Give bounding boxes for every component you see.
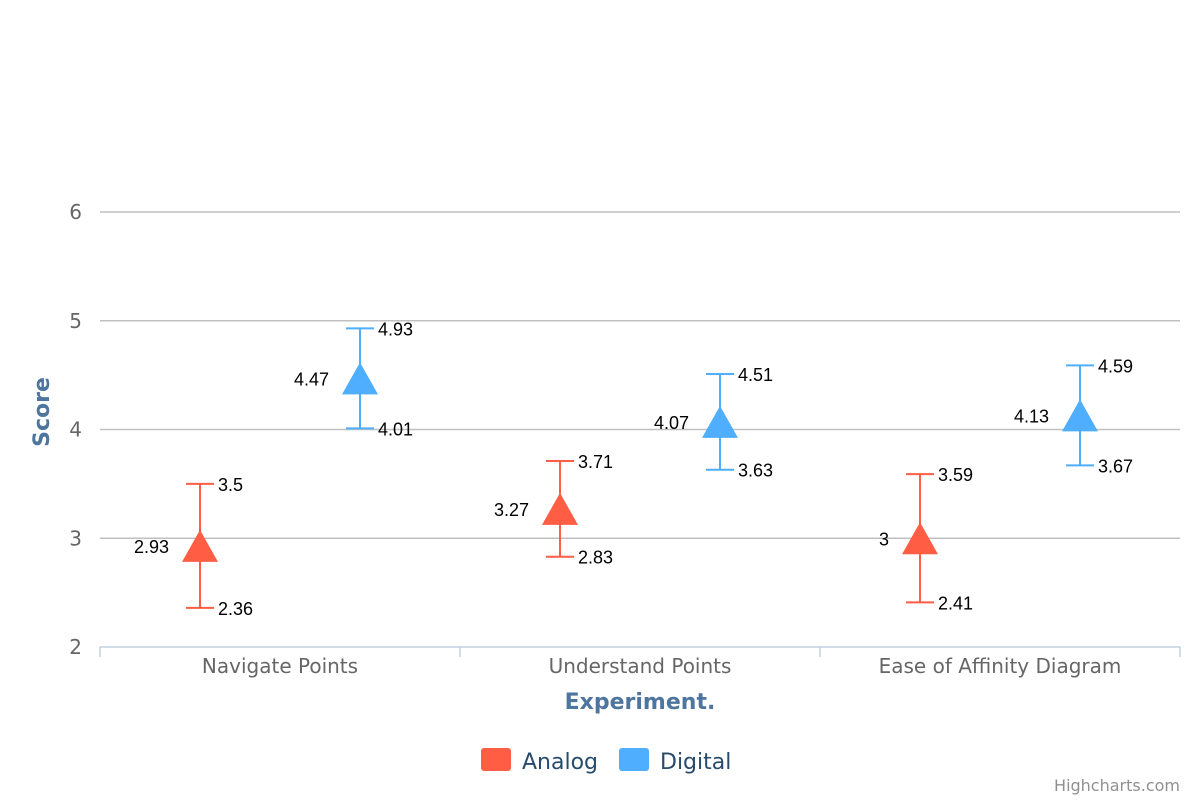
legend-label: Digital <box>660 750 731 775</box>
data-label-high: 4.59 <box>1098 356 1133 376</box>
legend-item-analog[interactable]: Analog <box>481 748 598 775</box>
data-label-low: 2.83 <box>578 548 613 568</box>
data-label-low: 3.63 <box>738 461 773 481</box>
data-label-low: 2.36 <box>218 599 253 619</box>
y-tick-label: 2 <box>69 635 82 659</box>
legend-label: Analog <box>522 750 598 775</box>
series-analog: 2.93 3.5 2.36 3.27 3.71 2.83 3 3.59 2.41 <box>134 452 973 619</box>
legend-swatch <box>481 748 511 771</box>
data-label-value: 4.47 <box>294 369 329 389</box>
data-label-value: 4.13 <box>1014 406 1049 426</box>
data-label-low: 4.01 <box>378 419 413 439</box>
data-point-marker[interactable] <box>702 405 738 438</box>
data-label-low: 2.41 <box>938 593 973 613</box>
x-tick-label: Understand Points <box>549 654 732 678</box>
x-tick-label: Navigate Points <box>202 654 358 678</box>
x-axis-title: Experiment. <box>565 690 716 715</box>
data-label-high: 3.5 <box>218 475 243 495</box>
data-label-value: 3.27 <box>494 500 529 520</box>
x-axis: Navigate Points Understand Points Ease of … <box>99 646 1181 678</box>
data-point-marker[interactable] <box>902 522 938 555</box>
series-layer: 2.93 3.5 2.36 3.27 3.71 2.83 3 3.59 2.41 4.47 4.93… <box>134 319 1133 618</box>
y-tick-label: 6 <box>69 200 82 224</box>
data-point-marker[interactable] <box>182 529 218 562</box>
legend: Analog Digital <box>481 748 731 775</box>
x-tick-label: Ease of Affinity Diagram <box>879 654 1122 678</box>
data-label-value: 3 <box>879 529 889 549</box>
data-point-marker[interactable] <box>1062 399 1098 432</box>
y-tick-label: 5 <box>69 309 82 333</box>
credits-label[interactable]: Highcharts.com <box>1054 776 1180 795</box>
data-label-value: 4.07 <box>654 413 689 433</box>
legend-item-digital[interactable]: Digital <box>619 748 731 775</box>
data-label-value: 2.93 <box>134 537 169 557</box>
data-point-marker[interactable] <box>342 362 378 395</box>
legend-swatch <box>619 748 649 771</box>
data-label-high: 3.71 <box>578 452 613 472</box>
grid-lines <box>100 211 1180 539</box>
data-label-high: 3.59 <box>938 465 973 485</box>
y-tick-label: 4 <box>69 418 82 442</box>
series-digital: 4.47 4.93 4.01 4.07 4.51 3.63 4.13 4.59 3.67 <box>294 319 1133 480</box>
data-label-high: 4.51 <box>738 365 773 385</box>
data-label-low: 3.67 <box>1098 456 1133 476</box>
y-axis: 2 3 4 5 6 <box>69 200 82 659</box>
data-label-high: 4.93 <box>378 319 413 339</box>
y-tick-label: 3 <box>69 526 82 550</box>
y-axis-title: Score <box>30 377 55 447</box>
data-point-marker[interactable] <box>542 492 578 525</box>
